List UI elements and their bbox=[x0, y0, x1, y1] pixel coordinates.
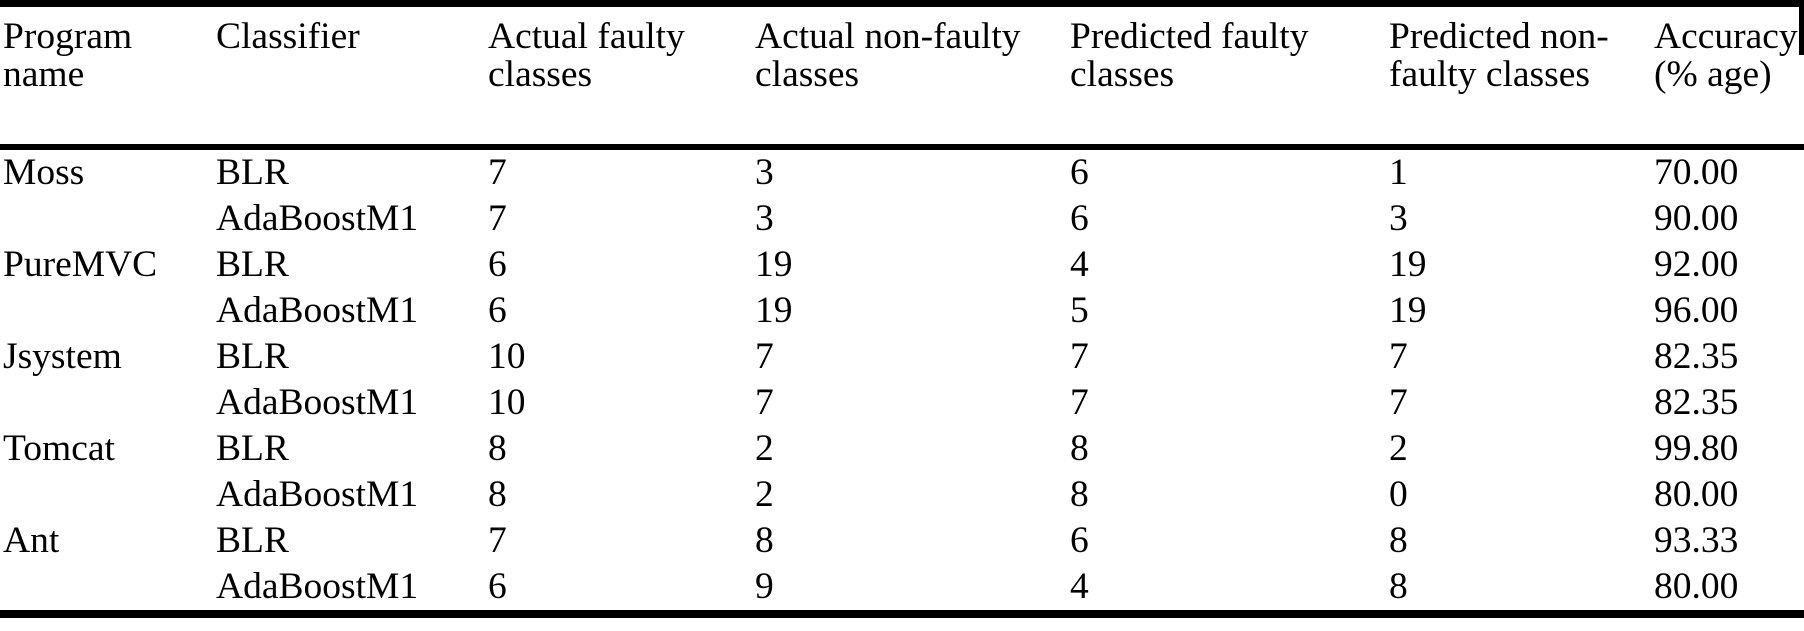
cell-predicted-non-faulty: 19 bbox=[1389, 244, 1427, 285]
cell-classifier: BLR bbox=[216, 244, 289, 285]
cell-actual-non-faulty: 2 bbox=[755, 428, 774, 469]
cell-accuracy: 82.35 bbox=[1654, 382, 1739, 423]
cell-accuracy: 93.33 bbox=[1654, 520, 1739, 561]
cell-predicted-non-faulty: 7 bbox=[1389, 336, 1408, 377]
table-body: Moss BLR 7 3 6 1 70.00 AdaBoostM1 7 3 6 … bbox=[0, 147, 1804, 614]
header-row: Program name Classifier Actual faulty cl… bbox=[0, 3, 1804, 150]
header-classifier: Classifier bbox=[216, 3, 488, 150]
cell-actual-faulty: 8 bbox=[488, 474, 507, 515]
cell-program: Moss bbox=[3, 152, 85, 193]
table-row: AdaBoostM1 7 3 6 3 90.00 bbox=[0, 196, 1804, 242]
header-actual-non-faulty: Actual non-faulty classes bbox=[755, 3, 1070, 150]
cell-predicted-faulty: 7 bbox=[1070, 382, 1089, 423]
cell-program: Tomcat bbox=[3, 428, 115, 469]
cell-predicted-faulty: 6 bbox=[1070, 152, 1089, 193]
cell-actual-faulty: 7 bbox=[488, 520, 507, 561]
cell-predicted-faulty: 8 bbox=[1070, 428, 1089, 469]
cell-classifier: AdaBoostM1 bbox=[216, 198, 419, 239]
cell-classifier: AdaBoostM1 bbox=[216, 474, 419, 515]
cell-predicted-faulty: 7 bbox=[1070, 336, 1089, 377]
cell-accuracy: 92.00 bbox=[1654, 244, 1739, 285]
cell-accuracy: 70.00 bbox=[1654, 152, 1739, 193]
cell-predicted-non-faulty: 1 bbox=[1389, 152, 1408, 193]
cell-classifier: BLR bbox=[216, 520, 289, 561]
cell-classifier: AdaBoostM1 bbox=[216, 566, 419, 607]
cell-program: PureMVC bbox=[3, 244, 158, 285]
scan-edge-artifact bbox=[1799, 0, 1804, 55]
cell-actual-non-faulty: 2 bbox=[755, 474, 774, 515]
cell-accuracy: 90.00 bbox=[1654, 198, 1739, 239]
cell-actual-faulty: 7 bbox=[488, 198, 507, 239]
cell-actual-faulty: 10 bbox=[488, 382, 526, 423]
cell-actual-non-faulty: 3 bbox=[755, 198, 774, 239]
cell-predicted-non-faulty: 19 bbox=[1389, 290, 1427, 331]
cell-predicted-non-faulty: 8 bbox=[1389, 520, 1408, 561]
table-row: Tomcat BLR 8 2 8 2 99.80 bbox=[0, 426, 1804, 472]
cell-classifier: BLR bbox=[216, 428, 289, 469]
cell-accuracy: 96.00 bbox=[1654, 290, 1739, 331]
cell-actual-faulty: 7 bbox=[488, 152, 507, 193]
cell-actual-faulty: 6 bbox=[488, 290, 507, 331]
cell-program: Jsystem bbox=[3, 336, 122, 377]
header-actual-faulty: Actual faulty classes bbox=[488, 3, 755, 150]
cell-actual-non-faulty: 7 bbox=[755, 382, 774, 423]
cell-actual-non-faulty: 3 bbox=[755, 152, 774, 193]
header-accuracy: Accuracy (% age) bbox=[1654, 3, 1804, 150]
cell-program bbox=[0, 472, 216, 518]
cell-classifier: BLR bbox=[216, 336, 289, 377]
cell-predicted-faulty: 6 bbox=[1070, 520, 1089, 561]
cell-accuracy: 80.00 bbox=[1654, 566, 1739, 607]
cell-classifier: BLR bbox=[216, 152, 289, 193]
cell-predicted-non-faulty: 7 bbox=[1389, 382, 1408, 423]
table-row: AdaBoostM1 8 2 8 0 80.00 bbox=[0, 472, 1804, 518]
cell-actual-faulty: 6 bbox=[488, 244, 507, 285]
cell-actual-non-faulty: 9 bbox=[755, 566, 774, 607]
cell-predicted-faulty: 8 bbox=[1070, 474, 1089, 515]
table-row: Moss BLR 7 3 6 1 70.00 bbox=[0, 147, 1804, 196]
table-row: AdaBoostM1 6 9 4 8 80.00 bbox=[0, 564, 1804, 614]
table-row: Ant BLR 7 8 6 8 93.33 bbox=[0, 518, 1804, 564]
cell-predicted-faulty: 4 bbox=[1070, 244, 1089, 285]
table-header: Program name Classifier Actual faulty cl… bbox=[0, 3, 1804, 150]
cell-predicted-faulty: 6 bbox=[1070, 198, 1089, 239]
cell-accuracy: 82.35 bbox=[1654, 336, 1739, 377]
cell-actual-faulty: 6 bbox=[488, 566, 507, 607]
cell-program bbox=[0, 288, 216, 334]
cell-classifier: AdaBoostM1 bbox=[216, 290, 419, 331]
table-row: Jsystem BLR 10 7 7 7 82.35 bbox=[0, 334, 1804, 380]
cell-predicted-faulty: 5 bbox=[1070, 290, 1089, 331]
table-row: PureMVC BLR 6 19 4 19 92.00 bbox=[0, 242, 1804, 288]
cell-actual-faulty: 10 bbox=[488, 336, 526, 377]
cell-program bbox=[0, 380, 216, 426]
header-predicted-faulty: Predicted faulty classes bbox=[1070, 3, 1389, 150]
cell-predicted-non-faulty: 0 bbox=[1389, 474, 1408, 515]
cell-actual-non-faulty: 8 bbox=[755, 520, 774, 561]
cell-actual-faulty: 8 bbox=[488, 428, 507, 469]
cell-actual-non-faulty: 7 bbox=[755, 336, 774, 377]
cell-program: Ant bbox=[3, 520, 60, 561]
header-predicted-non-faulty: Predicted non-faulty classes bbox=[1389, 3, 1654, 150]
cell-actual-non-faulty: 19 bbox=[755, 244, 793, 285]
results-table: Program name Classifier Actual faulty cl… bbox=[0, 0, 1804, 618]
header-program-name: Program name bbox=[0, 3, 216, 150]
cell-actual-non-faulty: 19 bbox=[755, 290, 793, 331]
cell-predicted-non-faulty: 8 bbox=[1389, 566, 1408, 607]
cell-predicted-non-faulty: 2 bbox=[1389, 428, 1408, 469]
table-row: AdaBoostM1 10 7 7 7 82.35 bbox=[0, 380, 1804, 426]
cell-program bbox=[0, 564, 216, 614]
cell-predicted-non-faulty: 3 bbox=[1389, 198, 1408, 239]
cell-predicted-faulty: 4 bbox=[1070, 566, 1089, 607]
cell-program bbox=[0, 196, 216, 242]
cell-classifier: AdaBoostM1 bbox=[216, 382, 419, 423]
table-row: AdaBoostM1 6 19 5 19 96.00 bbox=[0, 288, 1804, 334]
cell-accuracy: 99.80 bbox=[1654, 428, 1739, 469]
cell-accuracy: 80.00 bbox=[1654, 474, 1739, 515]
